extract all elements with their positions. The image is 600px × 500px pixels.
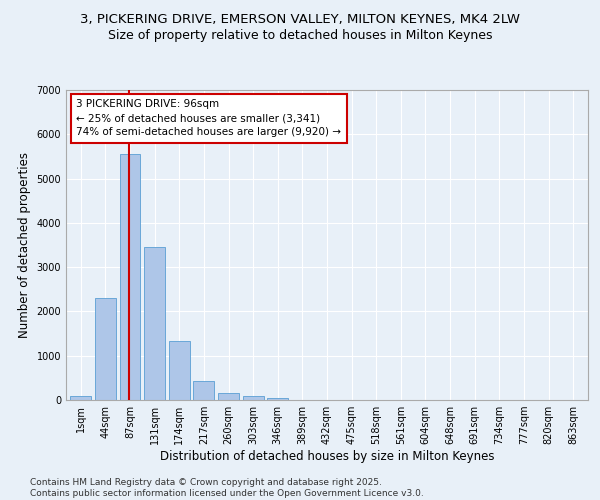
Bar — [218, 392, 239, 400]
Bar — [267, 398, 288, 400]
Text: Contains HM Land Registry data © Crown copyright and database right 2025.
Contai: Contains HM Land Registry data © Crown c… — [30, 478, 424, 498]
Text: 3 PICKERING DRIVE: 96sqm
← 25% of detached houses are smaller (3,341)
74% of sem: 3 PICKERING DRIVE: 96sqm ← 25% of detach… — [76, 100, 341, 138]
Bar — [193, 381, 214, 400]
Bar — [70, 396, 91, 400]
Text: 3, PICKERING DRIVE, EMERSON VALLEY, MILTON KEYNES, MK4 2LW: 3, PICKERING DRIVE, EMERSON VALLEY, MILT… — [80, 12, 520, 26]
Bar — [119, 154, 140, 400]
Bar — [95, 298, 116, 400]
Bar — [169, 341, 190, 400]
Bar — [144, 247, 165, 400]
Y-axis label: Number of detached properties: Number of detached properties — [18, 152, 31, 338]
Bar — [242, 396, 263, 400]
X-axis label: Distribution of detached houses by size in Milton Keynes: Distribution of detached houses by size … — [160, 450, 494, 463]
Text: Size of property relative to detached houses in Milton Keynes: Size of property relative to detached ho… — [108, 29, 492, 42]
